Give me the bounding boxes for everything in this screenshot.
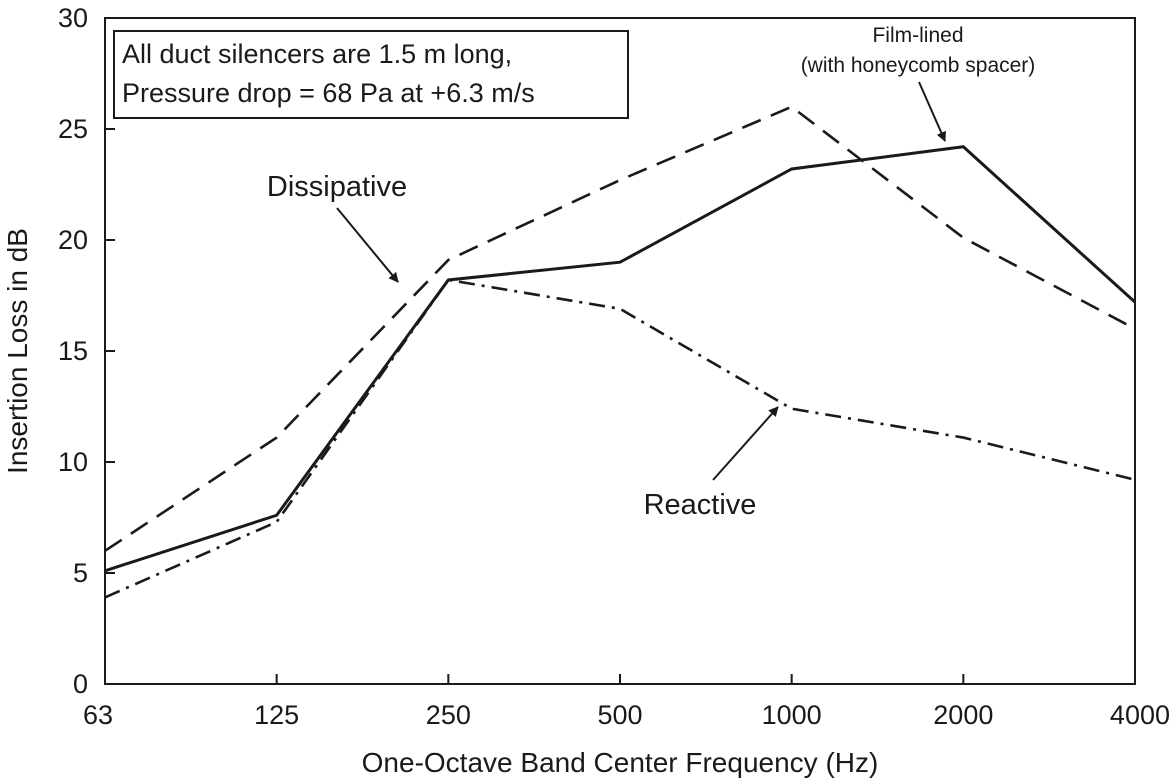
x-tick-label: 2000	[933, 700, 993, 730]
y-tick-label: 5	[73, 558, 88, 588]
x-tick-label: 4000	[1110, 700, 1170, 730]
reactive-label: Reactive	[644, 489, 757, 521]
y-tick-label: 20	[58, 225, 88, 255]
series-line-dissipative	[104, 105, 1136, 552]
x-tick-label: 250	[426, 700, 471, 730]
x-tick-label: 125	[254, 700, 299, 730]
x-tick-label: 63	[83, 700, 113, 730]
x-tick-label: 500	[597, 700, 642, 730]
dissipative-label: Dissipative	[267, 171, 407, 203]
film-lined-arrow	[918, 81, 946, 142]
film-lined-label: Film-lined	[872, 24, 963, 47]
series-line-film-lined	[104, 145, 1137, 573]
x-tick-label: 1000	[762, 700, 822, 730]
x-axis-ticks: 63 125 250 500 1000 2000 4000	[83, 674, 1170, 730]
dissipative-arrow	[336, 207, 399, 283]
x-axis-title: One-Octave Band Center Frequency (Hz)	[362, 747, 879, 778]
y-tick-label: 0	[73, 669, 88, 699]
note-line-1: All duct silencers are 1.5 m long,	[122, 39, 512, 69]
y-tick-label: 15	[58, 336, 88, 366]
film-lined-sublabel: (with honeycomb spacer)	[801, 54, 1036, 77]
y-axis-ticks: 0 5 10 15 20 25 30	[58, 3, 115, 699]
series-line-reactive	[104, 278, 1136, 599]
y-tick-label: 25	[58, 114, 88, 144]
reactive-arrow	[712, 406, 779, 481]
note-line-2: Pressure drop = 68 Pa at +6.3 m/s	[122, 78, 535, 108]
y-axis-title: Insertion Loss in dB	[2, 228, 33, 474]
series-lines	[104, 105, 1137, 599]
y-tick-label: 30	[58, 3, 88, 33]
y-tick-label: 10	[58, 447, 88, 477]
note-box	[113, 30, 629, 119]
